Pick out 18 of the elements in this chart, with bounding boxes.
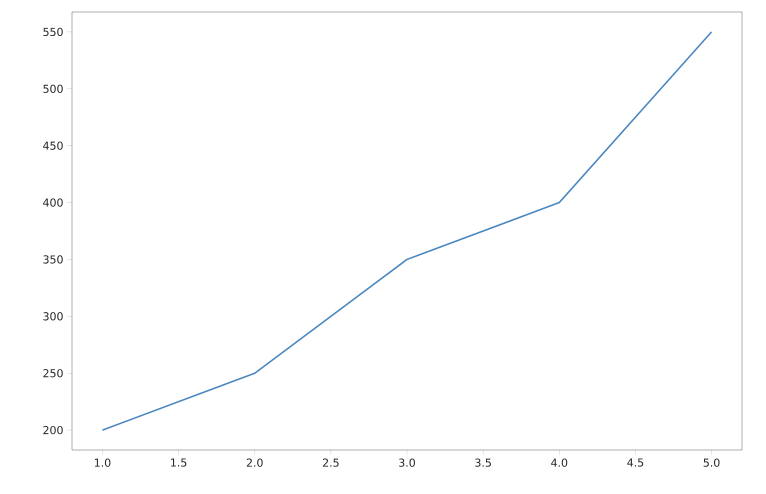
x-tick-label: 4.0 (551, 458, 568, 467)
x-tick-label: 3.0 (399, 458, 415, 467)
y-tick-label: 300 (43, 312, 63, 320)
x-tick-label: 1.5 (171, 458, 186, 467)
y-tick-label: 400 (43, 198, 63, 207)
x-tick-label: 1.0 (94, 458, 110, 467)
x-tick-label: 4.5 (627, 458, 644, 467)
x-tick-label: 2.0 (246, 458, 263, 467)
y-tick-label: 500 (43, 84, 63, 93)
x-tick-label: 2.5 (322, 458, 339, 467)
x-tick-label: 5.0 (704, 458, 720, 467)
y-tick-label: 250 (43, 369, 63, 378)
y-tick-label: 450 (43, 142, 63, 150)
x-tick-label: 3.5 (475, 458, 491, 467)
line-series (102, 31, 712, 431)
y-tick-label: 350 (43, 255, 63, 264)
y-tick-label: 550 (43, 28, 63, 36)
y-tick-label: 200 (43, 426, 63, 434)
